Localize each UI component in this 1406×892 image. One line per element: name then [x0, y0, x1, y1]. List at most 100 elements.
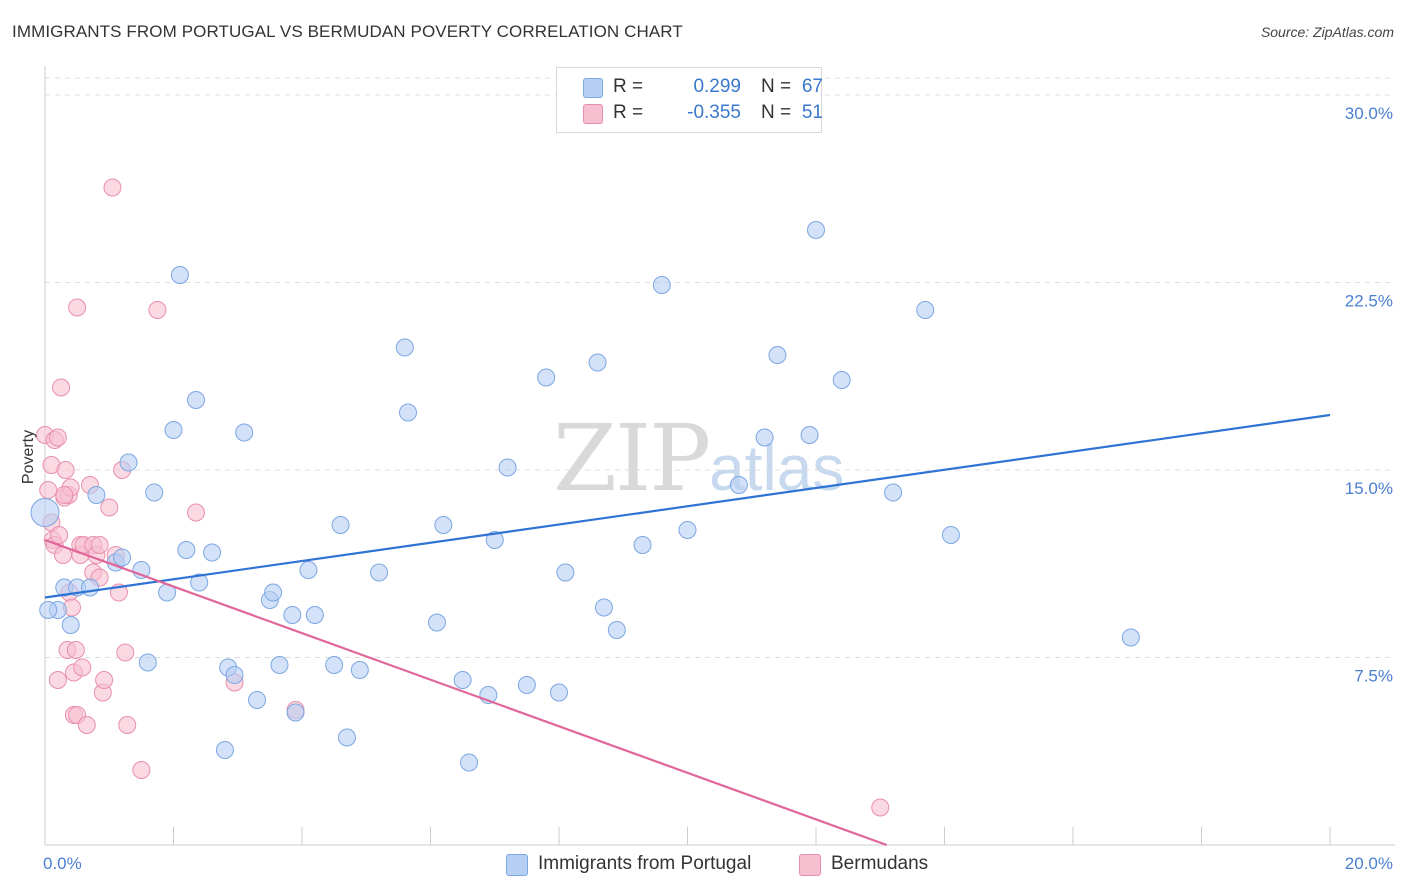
data-point-immigrants-from-portugal [678, 521, 697, 539]
axis-labels: 7.5% 15.0% 22.5% 30.0% 0.0% 20.0% Poverty [20, 104, 1393, 873]
data-point-immigrants-from-portugal [39, 601, 58, 619]
data-point-bermudans [52, 378, 71, 397]
data-point-immigrants-from-portugal [768, 346, 787, 364]
watermark: ZIPatlas [553, 405, 844, 512]
data-point-immigrants-from-portugal [215, 741, 234, 759]
data-point-immigrants-from-portugal [331, 516, 350, 534]
bottom-legend-label: Immigrants from Portugal [538, 853, 752, 874]
data-point-immigrants-from-portugal [145, 483, 164, 502]
data-point-immigrants-from-portugal [164, 421, 183, 439]
data-point-immigrants-from-portugal [283, 606, 302, 624]
legend-n-label: N = [761, 102, 792, 123]
data-point-bermudans [73, 658, 92, 677]
correlation-legend: R = 0.299 N = 67 R = -0.355 N = 51 [556, 67, 823, 133]
data-point-immigrants-from-portugal [286, 703, 305, 722]
data-point-bermudans [116, 643, 135, 662]
data-point-bermudans [55, 486, 74, 504]
source-label: Source: ZipAtlas.com [1260, 24, 1394, 40]
data-point-immigrants-from-portugal [434, 516, 453, 534]
data-point-immigrants-from-portugal [1121, 628, 1140, 647]
data-point-immigrants-from-portugal [30, 498, 60, 527]
data-point-bermudans [103, 178, 122, 197]
legend-swatch-blue [583, 78, 603, 98]
watermark-atlas: atlas [709, 432, 845, 504]
data-point-bermudans [56, 461, 75, 479]
data-point-immigrants-from-portugal [427, 613, 446, 632]
y-tick-label: 30.0% [1345, 104, 1393, 123]
trend-line-bermudans [44, 538, 888, 847]
data-point-immigrants-from-portugal [607, 621, 626, 639]
data-point-immigrants-from-portugal [325, 656, 344, 674]
data-point-immigrants-from-portugal [299, 561, 318, 579]
data-point-bermudans [871, 798, 890, 817]
data-point-immigrants-from-portugal [550, 683, 568, 702]
data-point-immigrants-from-portugal [453, 671, 472, 689]
trend-line-immigrants-from-portugal [44, 413, 1331, 599]
grid-lines [45, 77, 1395, 658]
data-point-immigrants-from-portugal [138, 653, 157, 672]
data-point-immigrants-from-portugal [537, 368, 556, 387]
y-tick-label: 15.0% [1345, 479, 1393, 498]
legend-swatch-pink [583, 104, 603, 124]
data-point-immigrants-from-portugal [87, 486, 106, 504]
data-point-immigrants-from-portugal [203, 543, 222, 562]
data-point-immigrants-from-portugal [485, 531, 504, 549]
data-point-immigrants-from-portugal [556, 563, 575, 582]
data-point-immigrants-from-portugal [729, 476, 748, 494]
data-point-immigrants-from-portugal [652, 276, 671, 294]
legend-r-label: R = [613, 102, 644, 123]
data-point-immigrants-from-portugal [370, 563, 389, 582]
bottom-legend-label: Bermudans [831, 853, 929, 874]
data-point-immigrants-from-portugal [800, 426, 819, 444]
data-point-bermudans [48, 428, 67, 447]
data-point-immigrants-from-portugal [305, 606, 324, 624]
trend-lines [44, 413, 1331, 847]
data-point-bermudans [77, 716, 96, 734]
data-point-immigrants-from-portugal [225, 666, 244, 684]
data-point-bermudans [90, 536, 109, 554]
data-point-immigrants-from-portugal [399, 403, 418, 422]
data-point-immigrants-from-portugal [113, 548, 132, 567]
series-bermudans [36, 178, 890, 817]
data-point-immigrants-from-portugal [119, 453, 138, 472]
data-point-immigrants-from-portugal [186, 391, 205, 409]
data-point-immigrants-from-portugal [517, 676, 536, 694]
data-point-immigrants-from-portugal [248, 691, 267, 709]
data-point-immigrants-from-portugal [270, 656, 289, 674]
axes [44, 66, 1395, 846]
legend-n-value: 51 [801, 102, 823, 123]
data-point-immigrants-from-portugal [235, 423, 254, 442]
y-tick-label: 22.5% [1345, 292, 1393, 311]
data-point-immigrants-from-portugal [170, 266, 189, 284]
data-point-bermudans [50, 526, 69, 544]
data-point-immigrants-from-portugal [884, 483, 903, 502]
y-axis-label: Poverty [20, 430, 37, 484]
x-tick-label: 20.0% [1345, 854, 1393, 873]
bottom-legend-swatch-blue [506, 854, 528, 876]
chart-title: IMMIGRANTS FROM PORTUGAL VS BERMUDAN POV… [12, 22, 683, 41]
data-point-bermudans [48, 671, 67, 689]
data-point-immigrants-from-portugal [633, 536, 652, 554]
data-point-immigrants-from-portugal [395, 338, 414, 357]
series-immigrants-from-portugal [30, 221, 1140, 772]
data-point-immigrants-from-portugal [350, 661, 369, 679]
bottom-legend-swatch-pink [799, 854, 821, 876]
data-point-immigrants-from-portugal [832, 371, 851, 389]
data-point-bermudans [100, 498, 119, 517]
data-point-bermudans [95, 671, 114, 689]
legend-n-label: N = [761, 76, 792, 97]
legend-r-label: R = [613, 76, 644, 97]
y-tick-label: 7.5% [1354, 667, 1393, 686]
data-point-immigrants-from-portugal [941, 526, 960, 544]
data-point-immigrants-from-portugal [755, 428, 774, 447]
data-point-bermudans [186, 503, 205, 522]
data-point-immigrants-from-portugal [264, 583, 283, 602]
data-point-immigrants-from-portugal [190, 573, 209, 592]
legend-r-value: 0.299 [693, 76, 741, 97]
x-tick-label: 0.0% [43, 854, 82, 873]
data-point-immigrants-from-portugal [177, 541, 196, 559]
watermark-zip: ZIP [553, 405, 711, 512]
data-point-immigrants-from-portugal [498, 458, 517, 477]
data-point-immigrants-from-portugal [807, 221, 825, 239]
